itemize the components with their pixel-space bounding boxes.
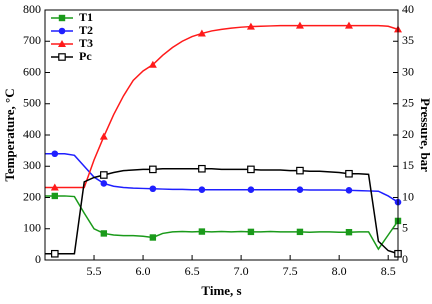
y2-tick-label: 0 [402,252,408,266]
y2-tick-label: 15 [402,158,414,172]
legend-marker [58,27,66,35]
marker [246,22,255,30]
y2-tick-label: 5 [402,221,408,235]
y-tick-label: 100 [23,221,41,235]
y-tick-label: 400 [23,127,41,141]
marker [148,60,157,68]
y-tick-label: 600 [23,64,41,78]
marker [345,228,353,236]
y2-tick-label: 30 [402,64,414,78]
marker [296,228,304,236]
y2-axis-label: Pressure, bar [418,98,432,172]
marker [295,21,304,29]
y2-tick-label: 20 [402,127,414,141]
marker [296,186,304,193]
y2-tick-label: 10 [402,189,414,203]
marker [99,132,108,140]
y-tick-label: 500 [23,96,41,110]
marker [344,21,353,29]
y-tick-label: 800 [23,2,41,16]
marker [247,228,255,236]
x-tick-label: 8.0 [332,264,347,278]
x-tick-label: 5.5 [87,264,102,278]
series-line [45,153,399,203]
marker [247,186,255,193]
marker [345,187,353,194]
x-tick-label: 8.5 [381,264,396,278]
marker [198,186,206,193]
y-tick-label: 300 [23,158,41,172]
y2-tick-label: 40 [402,2,414,16]
marker [100,180,108,187]
plot-frame [44,9,399,261]
marker [345,169,353,178]
y-tick-label: 200 [23,189,41,203]
y-axis-label: Temperature, °C [2,88,17,181]
series-line [45,195,399,251]
x-axis-label: Time, s [201,283,241,298]
x-tick-label: 6.0 [136,264,151,278]
x-tick-label: 6.5 [185,264,200,278]
legend-label: Pc [79,49,92,63]
x-tick-label: 7.0 [234,264,249,278]
marker [247,165,255,174]
legend-label: T2 [79,23,93,37]
marker [296,166,304,175]
series-line [45,24,399,189]
marker [100,171,108,179]
marker [51,249,59,258]
marker [149,165,157,174]
marker [50,183,59,191]
y2-tick-label: 25 [402,96,414,110]
legend-label: T1 [79,10,93,24]
legend-marker [58,53,66,61]
marker [198,164,206,173]
marker [51,150,59,158]
x-tick-label: 7.5 [283,264,298,278]
marker [149,185,157,193]
marker [51,192,59,200]
marker [149,234,157,241]
series-line [45,168,399,255]
legend-label: T3 [79,36,93,50]
marker [197,29,206,37]
legend-marker [58,14,66,22]
y-tick-label: 700 [23,33,41,47]
marker [198,228,206,235]
y2-tick-label: 35 [402,33,414,47]
y-tick-label: 0 [35,252,41,266]
marker [100,230,108,237]
legend-marker [58,40,66,47]
